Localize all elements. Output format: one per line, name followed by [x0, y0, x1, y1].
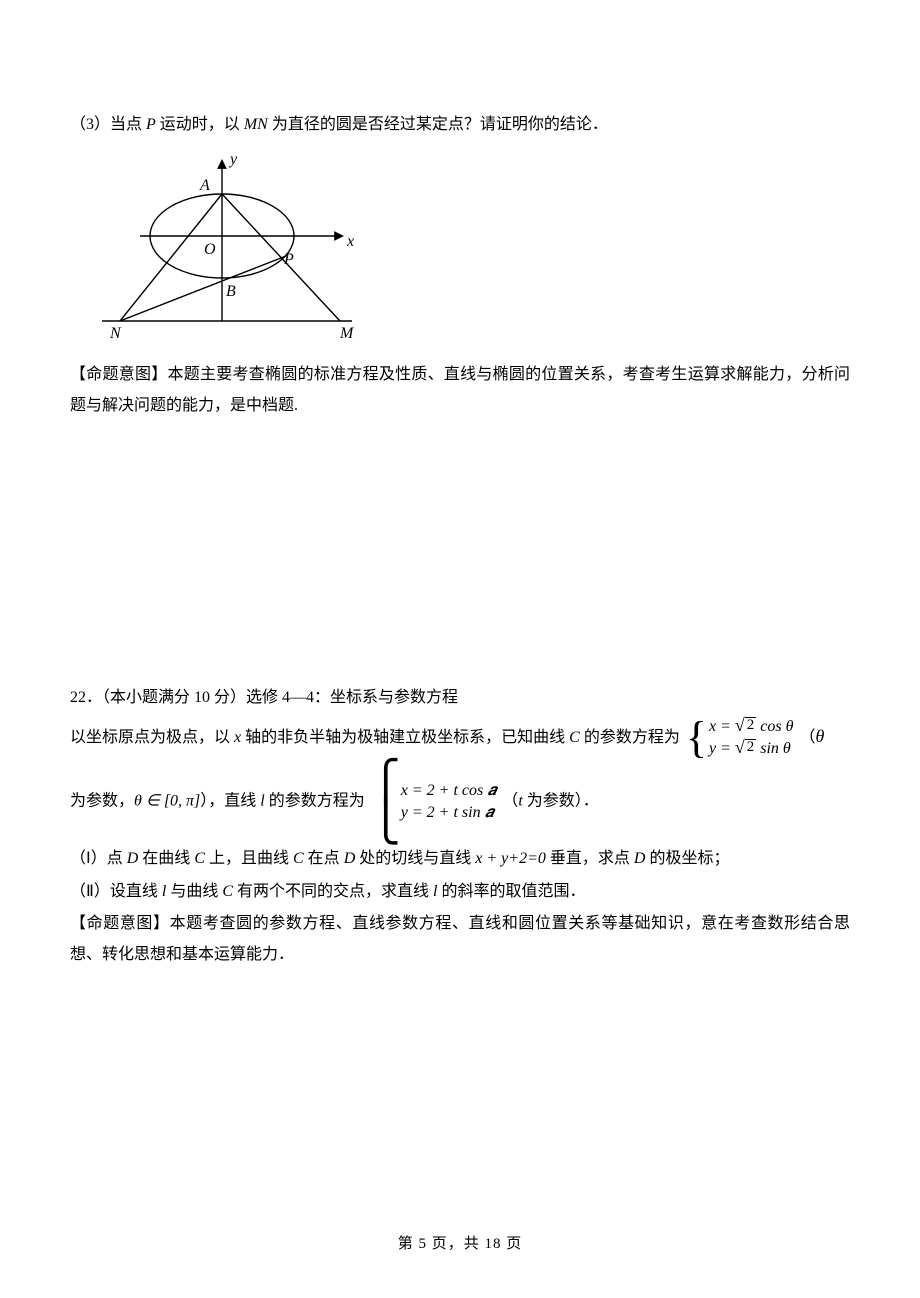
eq-x-line: x = √2 cos θ: [709, 716, 793, 738]
eq-lines: x = 2 + t cos 𝒂 y = 2 + t sin 𝒂: [401, 780, 497, 825]
q22-part2: （Ⅱ）设直线 l 与曲线 C 有两个不同的交点，求直线 l 的斜率的取值范围．: [70, 877, 850, 907]
svg-text:M: M: [339, 325, 355, 342]
text: （: [799, 729, 815, 746]
figure-svg: y x A B O P M N: [92, 146, 362, 346]
eq-sign: =: [720, 718, 735, 735]
sqrt-icon: √2: [735, 717, 756, 733]
eq-line-l: ⎧⎩ x = 2 + t cos 𝒂 y = 2 + t sin 𝒂: [371, 762, 497, 842]
sqrt-arg: 2: [745, 739, 757, 754]
var-C: C: [293, 850, 304, 867]
text: 页: [502, 1236, 523, 1252]
var-D: D: [344, 850, 356, 867]
page-num: 5: [418, 1236, 427, 1252]
text: 的极坐标；: [645, 850, 729, 867]
page-total: 18: [485, 1236, 502, 1252]
text: 垂直，求点: [546, 850, 634, 867]
text: 有两个不同的交点，求直线: [233, 883, 433, 900]
text: （Ⅱ）设直线: [70, 883, 162, 900]
var-theta: θ: [815, 726, 824, 746]
text: 的参数方程为: [265, 793, 365, 810]
text: 的斜率的取值范围．: [438, 883, 586, 900]
eq-lines: x = √2 cos θ y = √2 sin θ: [709, 716, 793, 761]
svg-text:x: x: [346, 233, 354, 250]
text: 在曲线: [138, 850, 194, 867]
eq-x-line: x = 2 + t cos 𝒂: [401, 780, 497, 802]
eq-sign: =: [720, 740, 735, 757]
text: 为参数，: [70, 793, 134, 810]
sqrt-icon: √2: [735, 739, 756, 755]
intent-21: 【命题意图】本题主要考查椭圆的标准方程及性质、直线与椭圆的位置关系，考查考生运算…: [70, 360, 850, 421]
text: 为直径的圆是否经过某定点？请证明你的结论．: [268, 116, 608, 133]
text: 在点: [304, 850, 344, 867]
text: 处的切线与直线: [355, 850, 475, 867]
q22-part1: （Ⅰ）点 D 在曲线 C 上，且曲线 C 在点 D 处的切线与直线 x + y+…: [70, 844, 850, 874]
q21-part3: （3）当点 P 运动时，以 MN 为直径的圆是否经过某定点？请证明你的结论．: [70, 110, 850, 140]
eq-curve-C: { x = √2 cos θ y = √2 sin θ: [686, 716, 794, 761]
text: （Ⅰ）点: [70, 850, 127, 867]
q22-header: 22．（本小题满分 10 分）选修 4—4：坐标系与参数方程: [70, 683, 850, 713]
text: （: [502, 793, 518, 810]
svg-text:y: y: [228, 151, 238, 168]
svg-text:P: P: [283, 251, 294, 268]
svg-text:O: O: [204, 241, 216, 258]
var-C: C: [569, 729, 580, 746]
var-MN: MN: [244, 116, 268, 133]
lhs: x: [709, 718, 716, 735]
perp-line: x + y+2=0: [475, 850, 546, 867]
trig: cos θ: [760, 718, 793, 735]
spacer: [70, 423, 850, 683]
q22-line2: 为参数，θ ∈ [0, π]），直线 l 的参数方程为 ⎧⎩ x = 2 + t…: [70, 762, 850, 842]
page-container: （3）当点 P 运动时，以 MN 为直径的圆是否经过某定点？请证明你的结论． y…: [0, 0, 920, 1298]
trig: sin θ: [760, 740, 791, 757]
text: 为参数）．: [523, 793, 599, 810]
intent-22: 【命题意图】本题考查圆的参数方程、直线参数方程、直线和圆位置关系等基础知识，意在…: [70, 909, 850, 970]
text: 与曲线: [166, 883, 222, 900]
q22-line1: 以坐标原点为极点，以 x 轴的非负半轴为极轴建立极坐标系，已知曲线 C 的参数方…: [70, 716, 850, 761]
text: 的参数方程为: [580, 729, 680, 746]
text: （3）当点: [70, 116, 146, 133]
text: 页，共: [427, 1236, 485, 1252]
text: 运动时，以: [156, 116, 244, 133]
sqrt-arg: 2: [745, 717, 757, 732]
ellipse-figure: y x A B O P M N: [92, 146, 850, 346]
svg-text:N: N: [109, 325, 122, 342]
page-footer: 第 5 页，共 18 页: [70, 1230, 850, 1259]
lhs: y: [709, 740, 716, 757]
eq-y-line: y = √2 sin θ: [709, 738, 793, 760]
var-D: D: [127, 850, 139, 867]
var-C: C: [222, 883, 233, 900]
text: 第: [398, 1236, 419, 1252]
var-D: D: [634, 850, 646, 867]
text: ），直线: [200, 793, 260, 810]
brace-icon: {: [686, 716, 709, 760]
eq-y-line: y = 2 + t sin 𝒂: [401, 802, 497, 824]
svg-text:B: B: [226, 283, 236, 300]
var-C: C: [194, 850, 205, 867]
text: 以坐标原点为极点，以: [70, 729, 234, 746]
theta-range: θ ∈ [0, π]: [134, 793, 200, 810]
text: 轴的非负半轴为极轴建立极坐标系，已知曲线: [241, 729, 569, 746]
brace-dashed-icon: ⎧⎩: [371, 762, 401, 842]
svg-text:A: A: [199, 177, 210, 194]
text: 上，且曲线: [205, 850, 293, 867]
var-P: P: [146, 116, 156, 133]
